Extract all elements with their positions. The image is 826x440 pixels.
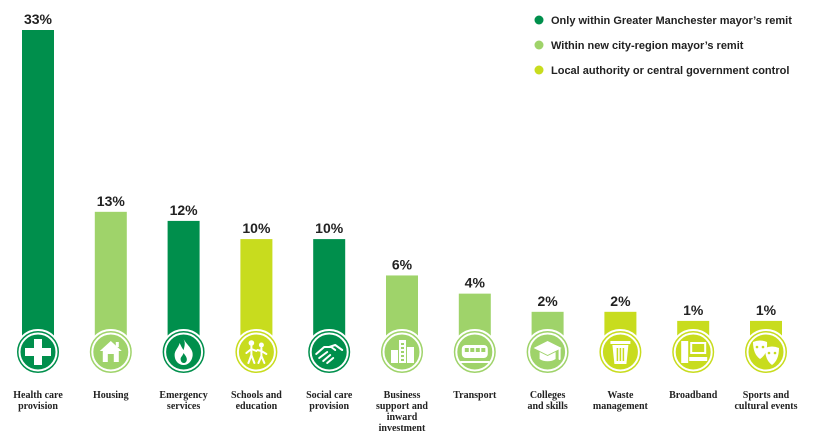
icon-badge-4 bbox=[233, 329, 280, 375]
category-label-2: Housing bbox=[93, 390, 129, 401]
value-label-3: 12% bbox=[170, 202, 199, 218]
category-label-9: Waste management bbox=[593, 390, 649, 412]
category-label-5: Social care provision bbox=[306, 390, 353, 412]
value-label-1: 33% bbox=[24, 11, 53, 27]
handshake-icon bbox=[315, 344, 344, 364]
bar-4 bbox=[240, 239, 273, 336]
value-label-10: 1% bbox=[683, 302, 704, 318]
value-label-6: 6% bbox=[392, 256, 413, 272]
bar-2 bbox=[94, 211, 127, 336]
category-label-3: Emergency services bbox=[159, 390, 207, 412]
legend-label-mayor_only: Only within Greater Manchester mayor’s r… bbox=[551, 15, 792, 27]
buildings-icon bbox=[391, 340, 414, 363]
value-label-9: 2% bbox=[610, 293, 631, 309]
category-label-10: Broadband bbox=[669, 390, 718, 401]
value-label-2: 13% bbox=[97, 193, 126, 209]
category-labels: Health care provision Housing Emergency serv… bbox=[13, 390, 797, 434]
legend-label-local_central: Local authority or central government co… bbox=[551, 65, 789, 77]
value-label-4: 10% bbox=[242, 220, 271, 236]
category-label-7: Transport bbox=[453, 390, 497, 401]
tram-icon bbox=[459, 345, 490, 363]
value-label-8: 2% bbox=[537, 293, 558, 309]
bar-7 bbox=[458, 293, 491, 336]
value-label-11: 1% bbox=[756, 302, 777, 318]
computer-icon bbox=[681, 341, 708, 363]
legend-marker-city_region bbox=[534, 40, 544, 50]
flame-icon bbox=[174, 339, 193, 365]
category-label-6: Business support and inward investment bbox=[376, 390, 428, 434]
cross-icon bbox=[25, 339, 51, 365]
bin-icon bbox=[610, 341, 631, 364]
category-label-8: Colleges and skills bbox=[527, 390, 567, 412]
children-icon bbox=[245, 340, 268, 364]
legend: Only within Greater Manchester mayor’s r… bbox=[534, 15, 792, 77]
category-label-11: Sports and cultural events bbox=[734, 390, 797, 412]
value-label-5: 10% bbox=[315, 220, 344, 236]
bars: 33% 13% 12% 10% 10% 6% 4% 2% 2% 1% 1% bbox=[22, 11, 782, 336]
category-icons bbox=[15, 329, 789, 375]
legend-label-city_region: Within new city-region mayor’s remit bbox=[551, 40, 744, 52]
value-label-7: 4% bbox=[465, 275, 486, 291]
bar-1 bbox=[22, 30, 54, 336]
house-icon bbox=[99, 341, 122, 362]
legend-marker-mayor_only bbox=[534, 15, 544, 25]
bar-5 bbox=[313, 239, 346, 336]
category-label-1: Health care provision bbox=[13, 390, 63, 412]
bar-6 bbox=[386, 275, 418, 336]
graduation-cap-icon bbox=[533, 341, 562, 362]
category-label-4: Schools and education bbox=[231, 390, 282, 412]
icon-badge-5 bbox=[306, 329, 353, 375]
legend-marker-local_central bbox=[534, 65, 544, 75]
theatre-masks-icon bbox=[753, 340, 779, 365]
bar-3 bbox=[167, 220, 200, 336]
